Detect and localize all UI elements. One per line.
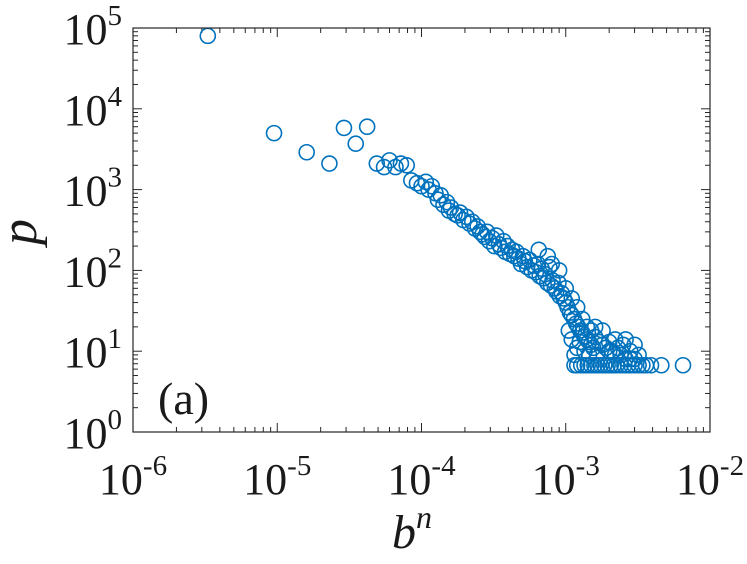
data-point <box>653 356 670 374</box>
data-point <box>438 193 456 211</box>
x-tick-label: 10-2 <box>676 450 744 504</box>
data-point <box>335 119 353 137</box>
x-tick-label-exp: -5 <box>287 450 311 482</box>
y-tick-label: 102 <box>64 242 123 296</box>
data-point <box>435 196 452 214</box>
y-tick-label-base: 10 <box>64 5 108 54</box>
y-tick-label-base: 10 <box>64 86 108 135</box>
x-tick-label-base: 10 <box>243 455 287 504</box>
data-point <box>265 124 283 142</box>
data-point <box>560 322 578 339</box>
x-tick-label: 10-4 <box>387 450 456 504</box>
y-tick-label-base: 10 <box>64 409 108 458</box>
data-point <box>612 356 629 374</box>
y-tick-label-exp: 3 <box>108 162 123 194</box>
data-point <box>642 356 660 374</box>
data-point <box>568 339 586 357</box>
data-point <box>539 247 557 265</box>
y-tick-label-base: 10 <box>64 167 108 216</box>
data-point <box>573 310 591 328</box>
y-tick-label-exp: 2 <box>108 242 123 274</box>
y-tick-label-exp: 1 <box>108 323 123 355</box>
data-point <box>321 155 338 172</box>
data-point <box>461 215 478 232</box>
data-point <box>398 156 416 174</box>
x-tick-label-base: 10 <box>532 455 576 504</box>
y-tick-label-base: 10 <box>64 328 108 377</box>
data-point <box>563 290 581 307</box>
data-point <box>626 336 643 354</box>
y-tick-label: 104 <box>64 81 123 135</box>
y-tick-label-exp: 5 <box>108 0 123 32</box>
tick-layer <box>132 27 711 433</box>
data-point <box>492 239 510 257</box>
data-point <box>626 356 643 374</box>
data-point <box>606 331 624 348</box>
y-tick-label: 101 <box>64 323 123 377</box>
data-points <box>199 27 692 374</box>
x-tick-label-exp: -2 <box>720 450 744 482</box>
data-point <box>634 356 651 374</box>
panel-label: (a) <box>158 373 209 424</box>
data-point <box>298 143 315 161</box>
x-tick-label-exp: -4 <box>431 450 456 482</box>
data-point <box>358 118 376 136</box>
data-point <box>563 331 581 348</box>
x-tick-label: 10-3 <box>532 450 600 504</box>
x-tick-label: 10-5 <box>243 450 311 504</box>
x-tick-label: 10-6 <box>99 450 167 504</box>
x-tick-label-base: 10 <box>676 455 720 504</box>
plot-frame <box>132 27 711 433</box>
x-tick-label-exp: -6 <box>143 450 167 482</box>
data-point <box>568 298 586 316</box>
data-point <box>617 331 634 348</box>
y-tick-label: 100 <box>64 404 123 458</box>
y-tick-label-exp: 0 <box>108 404 123 436</box>
data-point <box>449 207 466 224</box>
data-point <box>674 356 692 374</box>
data-point <box>557 280 575 297</box>
data-point <box>347 135 365 152</box>
x-axis-label: bn <box>392 499 432 559</box>
x-tick-label-base: 10 <box>387 455 431 504</box>
data-point <box>568 356 586 374</box>
data-point <box>586 318 604 336</box>
y-tick-label-base: 10 <box>64 247 108 296</box>
y-tick-label: 105 <box>64 0 123 54</box>
data-point <box>543 255 561 273</box>
x-tick-label-base: 10 <box>99 455 143 504</box>
x-tick-label-exp: -3 <box>576 450 600 482</box>
x-axis-label-base: b <box>392 506 416 559</box>
data-point <box>429 191 447 208</box>
data-point <box>578 318 596 336</box>
data-point <box>530 241 548 259</box>
y-axis-label: p <box>0 219 48 249</box>
data-point <box>630 356 647 374</box>
x-axis-label-sup: n <box>416 499 432 535</box>
y-tick-label: 103 <box>64 162 123 216</box>
y-tick-label-exp: 4 <box>108 81 123 113</box>
